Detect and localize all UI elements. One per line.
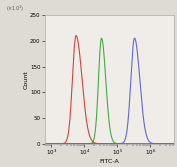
X-axis label: FITC-A: FITC-A [99, 158, 119, 163]
Y-axis label: Count: Count [24, 70, 28, 89]
Text: $(\times10^{1})$: $(\times10^{1})$ [6, 4, 24, 14]
